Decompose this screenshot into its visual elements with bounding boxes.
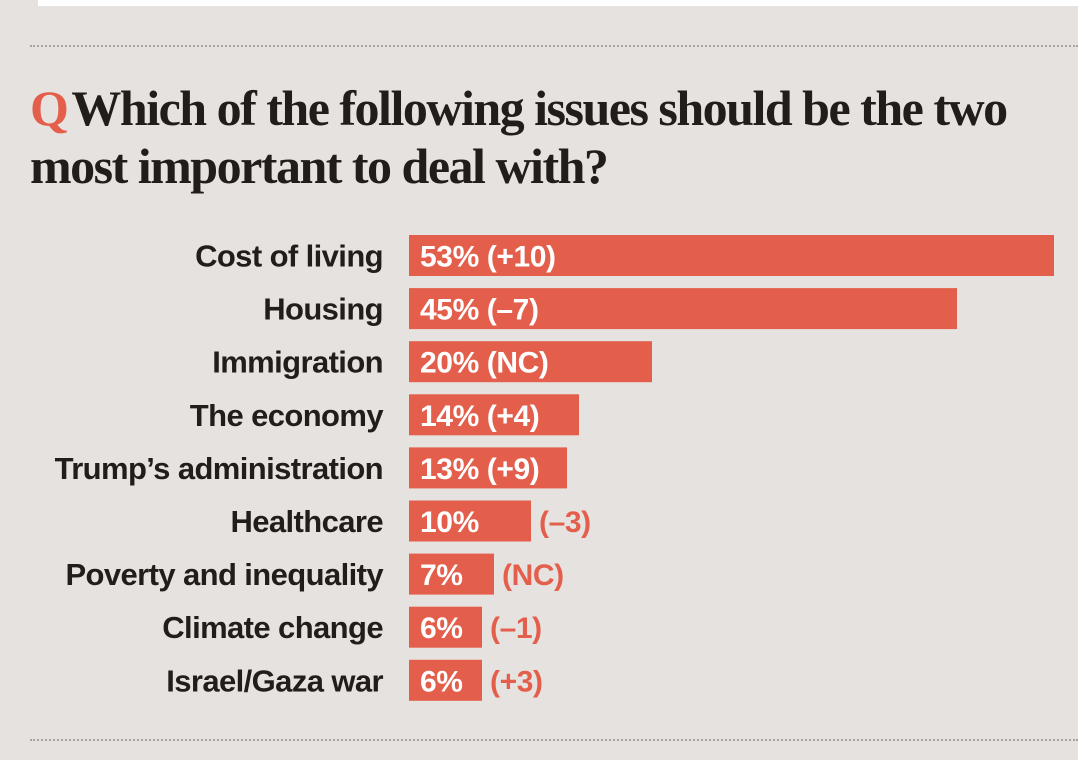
bar-value-label: 53% (+10) (420, 241, 556, 274)
bar (409, 606, 482, 648)
bar (409, 447, 567, 489)
category-label: Israel/Gaza war (166, 663, 383, 698)
bar (409, 288, 957, 330)
bar-change-label: (–3) (539, 506, 591, 539)
bar-value-label: 6% (420, 612, 463, 645)
bar-value-label: 10% (420, 506, 479, 539)
bar-value-label: 45% (–7) (420, 294, 539, 327)
bar (409, 394, 579, 436)
category-label: Poverty and inequality (65, 557, 384, 592)
question-heading: QWhich of the following issues should be… (30, 79, 1030, 195)
question-text: Which of the following issues should be … (30, 80, 1008, 194)
top-panel-edge (38, 0, 1078, 6)
category-label: Housing (263, 292, 383, 327)
bar (409, 341, 652, 383)
category-label: Trump’s administration (55, 451, 383, 486)
bar-change-label: (–1) (490, 612, 542, 645)
bar-change-label: (+3) (490, 665, 543, 698)
bar-chart: Cost of living 53% (+10) Housing 45% (–7) Im… (55, 235, 1054, 701)
bar-value-label: 20% (NC) (420, 347, 549, 380)
bar-value-label: 14% (+4) (420, 400, 539, 433)
category-label: Climate change (162, 610, 383, 645)
category-label: Immigration (212, 345, 383, 380)
bar-value-label: 13% (+9) (420, 453, 539, 486)
bar-value-label: 6% (420, 665, 463, 698)
category-label: Healthcare (230, 504, 383, 539)
bar (409, 235, 1054, 276)
bar (409, 500, 531, 542)
category-label: Cost of living (195, 239, 383, 274)
bar (409, 553, 494, 595)
bar-change-label: (NC) (502, 559, 564, 592)
category-label: The economy (190, 398, 385, 433)
bottom-dotted-divider (30, 739, 1078, 741)
bar (409, 659, 482, 701)
question-marker: Q (30, 80, 69, 136)
bar-value-label: 7% (420, 559, 463, 592)
top-dotted-divider (30, 45, 1078, 47)
